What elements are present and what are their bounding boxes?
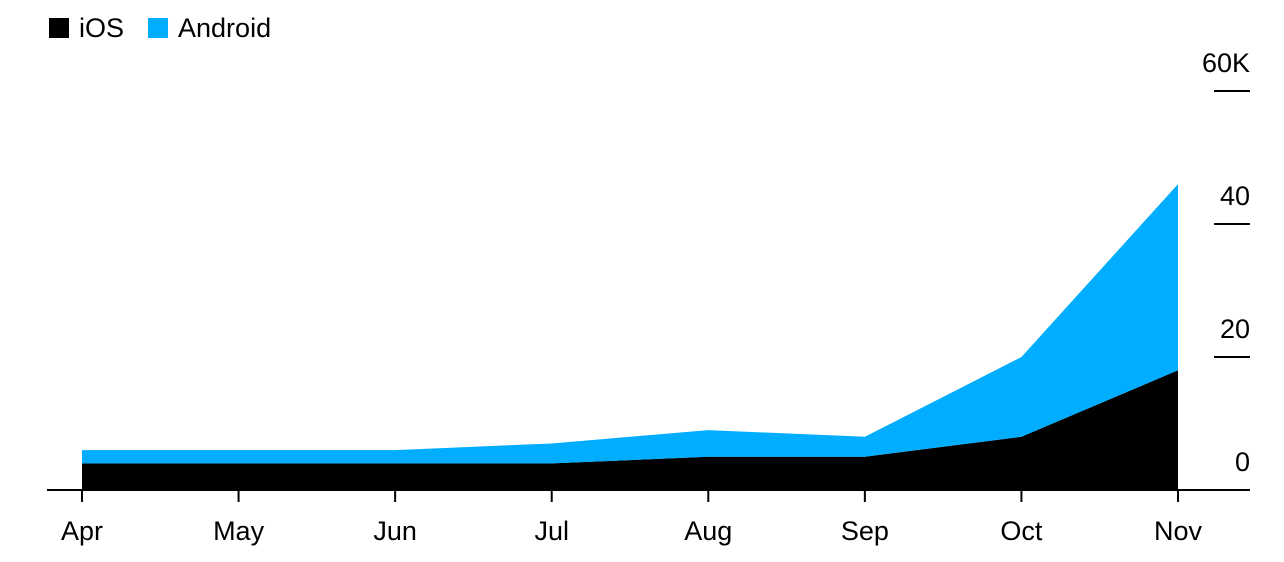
x-tick-label: Oct [1000,516,1043,546]
legend-swatch [148,18,169,38]
y-tick-label: 20 [1220,314,1250,344]
y-tick-label: 0 [1235,447,1250,477]
x-tick-label: Jul [534,516,569,546]
legend-label: Android [178,13,271,43]
x-tick-label: Aug [684,516,732,546]
x-tick-label: Nov [1154,516,1203,546]
legend-swatch [49,18,69,38]
x-tick-label: Jun [373,516,417,546]
legend-label: iOS [79,13,124,43]
y-tick-label: 40 [1220,181,1250,211]
area [82,370,1178,490]
x-tick-label: Apr [61,516,103,546]
y-tick-label: 60K [1202,48,1250,78]
x-tick-label: May [213,516,265,546]
x-tick-label: Sep [841,516,889,546]
area [82,184,1178,464]
